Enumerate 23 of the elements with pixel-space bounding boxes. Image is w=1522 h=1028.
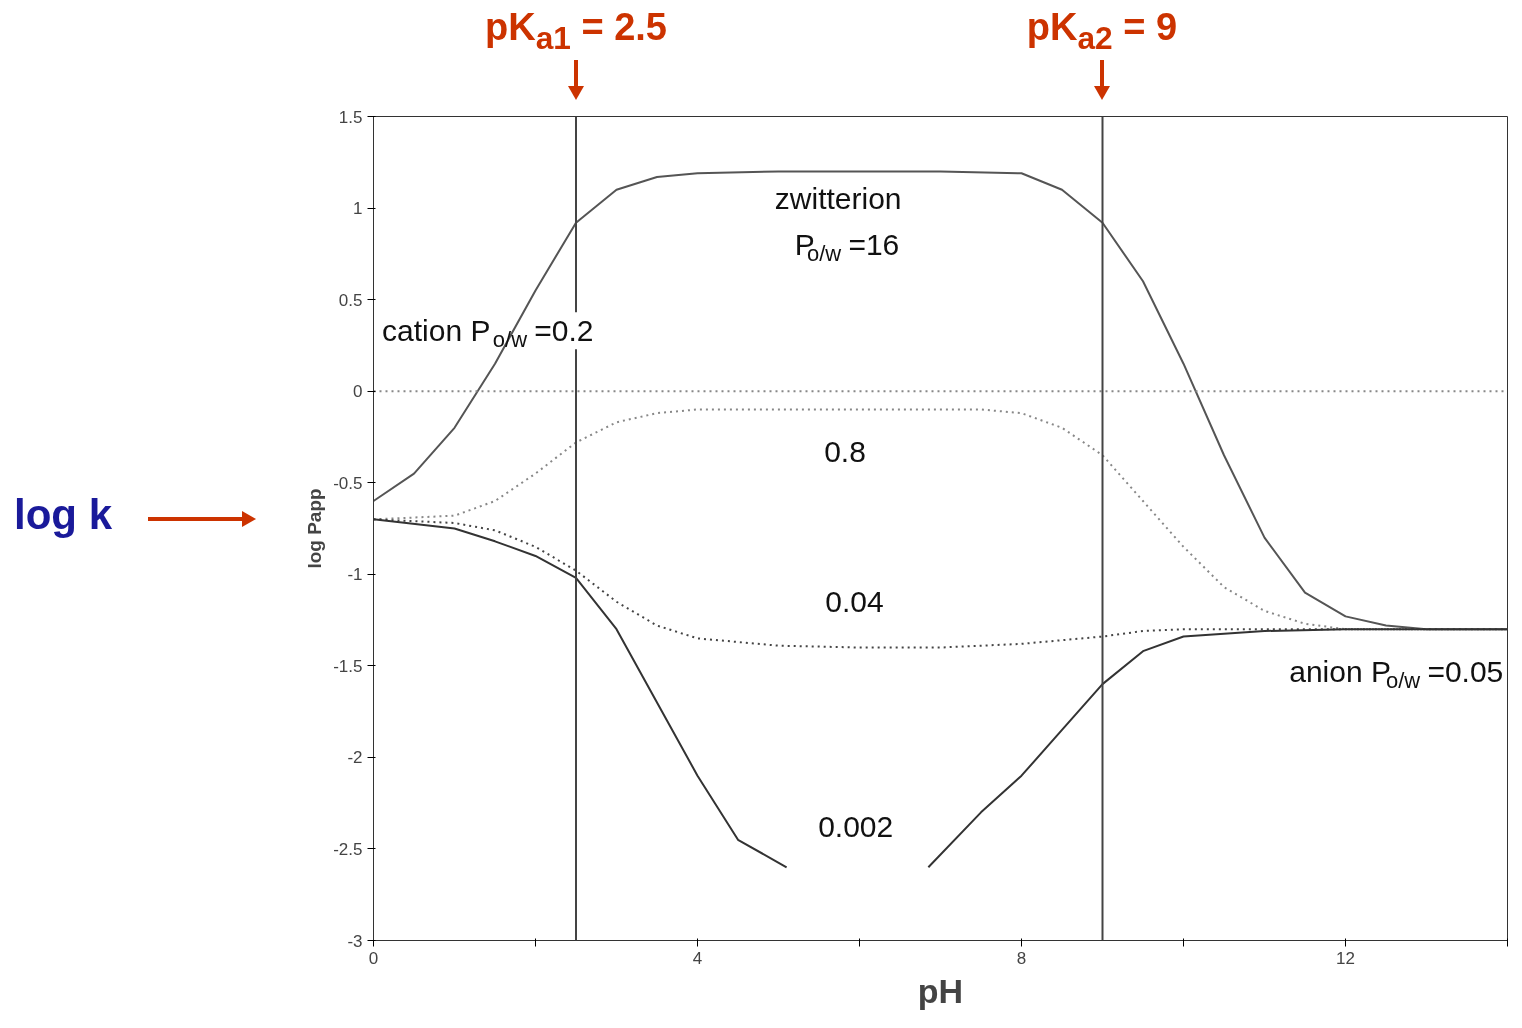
y-tick-label: -3 (347, 931, 363, 951)
y-tick-label: -1 (347, 565, 363, 585)
ref-line-label: pK$_{a2}$ = 9 (1025, 5, 1179, 58)
annotation: 0.002 (818, 809, 894, 843)
y-tick-label: 0.5 (338, 290, 363, 310)
annotation: 0.04 (825, 584, 884, 618)
y-tick-label: 1.5 (338, 107, 363, 127)
x-tick-label: 0 (368, 948, 379, 968)
y-tick-label: -2.5 (333, 839, 363, 859)
x-tick-label: 8 (1016, 948, 1027, 968)
y-tick-label: -1.5 (333, 656, 363, 676)
annotation: zwitterion (774, 182, 902, 216)
x-axis-title: pH (917, 971, 964, 1010)
text: log k (14, 490, 113, 540)
y-axis-title: log Papp (304, 488, 326, 569)
y-tick-label: 1 (353, 199, 363, 219)
y-tick-label: -2 (347, 748, 363, 768)
ref-line-label: pK$_{a1}$ = 2.5 (484, 5, 668, 58)
annotation: 0.8 (824, 434, 866, 468)
y-tick-label: -0.5 (333, 473, 363, 493)
x-tick-label: 12 (1336, 948, 1355, 968)
y-tick-label: 0 (353, 382, 363, 402)
x-tick-label: 4 (692, 948, 703, 968)
